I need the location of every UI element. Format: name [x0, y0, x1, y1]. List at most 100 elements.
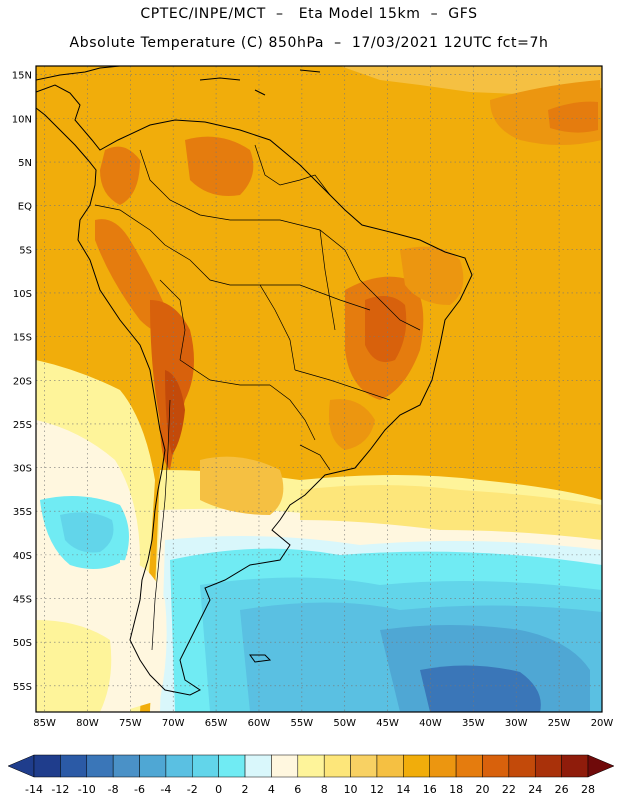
temp-zone-northeast-brazil: [400, 246, 464, 305]
latitude-label: 40S: [13, 551, 32, 562]
colorbar-tick-label: 8: [321, 783, 328, 796]
colorbar-tick-label: 2: [242, 783, 249, 796]
longitude-label: 30W: [505, 718, 528, 729]
colorbar-swatch: [376, 754, 404, 778]
country-border-paraguay: [269, 384, 316, 441]
temp-zone-colombia-hot: [100, 146, 140, 205]
temp-zone-southwest-cyan-2: [60, 512, 114, 553]
colorbar-swatch: [60, 754, 88, 778]
colorbar-tick-label: -2: [187, 783, 198, 796]
latitude-label: 35S: [13, 507, 32, 518]
longitude-label: 85W: [33, 718, 56, 729]
colorbar-swatch: [429, 754, 457, 778]
colorbar-swatch: [561, 754, 589, 778]
colorbar-tick-label: -4: [160, 783, 171, 796]
state-border-brazil-4: [319, 229, 336, 331]
map-title: CPTEC/INPE/MCT – Eta Model 15km – GFS: [140, 6, 478, 22]
south-america-coastline: [36, 84, 473, 696]
colorbar-swatch: [482, 754, 510, 778]
longitude-label: 50W: [333, 718, 356, 729]
colorbar-tick-label: -12: [51, 783, 69, 796]
colorbar-swatch: [192, 754, 219, 778]
latitude-label: 10N: [12, 114, 32, 125]
colorbar-tick-label: 28: [581, 783, 595, 796]
latitude-label: 15N: [12, 71, 32, 82]
latitude-label: 30S: [13, 464, 32, 475]
country-border-colombia-peru: [94, 204, 166, 246]
country-border-uruguay: [299, 444, 331, 471]
colorbar-tick-label: 22: [502, 783, 516, 796]
colorbar-tick-label: 0: [215, 783, 222, 796]
temp-zone-south-brazil: [329, 399, 375, 450]
colorbar-tick-label: 6: [294, 783, 301, 796]
colorbar-tick-label: -14: [25, 783, 43, 796]
temp-zone-venezuela-hot: [185, 136, 254, 196]
colorbar-tick-label: -6: [134, 783, 145, 796]
colorbar-tick-label: 26: [555, 783, 569, 796]
colorbar-swatch: [218, 754, 246, 778]
longitude-label: 70W: [162, 718, 185, 729]
latitude-axis-labels: 15N 10N 5N EQ 5S 10S 15S 20S 25S 30S 35S 40S 45S 50S 5…: [12, 71, 32, 693]
temp-zone-andes-extra: [165, 370, 185, 455]
map-subtitle: Absolute Temperature (C) 850hPa – 17/03/…: [69, 35, 549, 51]
country-border-colombia-venezuela: [139, 149, 231, 221]
caribbean-islands: [199, 69, 321, 96]
country-border-peru-bolivia: [159, 279, 186, 361]
map-frame: [35, 65, 603, 713]
country-border-brazil-west: [164, 244, 296, 371]
colorbar-swatch: [297, 754, 325, 778]
colorbar-tick-label: 4: [268, 783, 275, 796]
colorbar-tick-label: 12: [370, 783, 384, 796]
temp-zone-brazil-highlands-hot: [365, 296, 407, 363]
colorbar-tick-label: -8: [108, 783, 119, 796]
longitude-label: 40W: [419, 718, 442, 729]
longitude-label: 25W: [548, 718, 571, 729]
colorbar-swatch: [271, 754, 299, 778]
colorbar-tick-label: 18: [449, 783, 463, 796]
colorbar-swatch: [33, 754, 61, 778]
state-border-brazil-5: [359, 279, 421, 331]
state-border-brazil-2: [260, 284, 371, 311]
latitude-label: EQ: [18, 202, 32, 213]
longitude-label: 75W: [119, 718, 142, 729]
latitude-label: 5N: [18, 158, 32, 169]
colorbar-tick-label: 16: [423, 783, 437, 796]
latitude-label: 10S: [13, 289, 32, 300]
longitude-label: 80W: [76, 718, 99, 729]
country-border-bolivia-argentina: [179, 359, 270, 386]
colorbar-swatch: [403, 754, 430, 778]
colorbar-swatch: [139, 754, 167, 778]
colorbar-max-arrow: [587, 754, 615, 778]
colorbar-swatch: [534, 754, 562, 778]
colorbar-swatch: [86, 754, 114, 778]
longitude-label: 60W: [248, 718, 271, 729]
temp-zone-caribbean-yellow: [340, 66, 602, 95]
colorbar-swatch: [455, 754, 483, 778]
temp-zone-pampas: [200, 456, 284, 515]
central-america-coast: [36, 66, 121, 81]
colorbar-tick-label: 10: [344, 783, 358, 796]
temp-zone-atlantic-warm-tongue: [300, 485, 602, 540]
colorbar-tick-label: -10: [78, 783, 96, 796]
latitude-label: 25S: [13, 420, 32, 431]
colorbar-tick-label: 24: [528, 783, 542, 796]
latitude-label: 15S: [13, 333, 32, 344]
latitude-label: 45S: [13, 595, 32, 606]
state-border-brazil-3: [294, 369, 391, 401]
latitude-label: 50S: [13, 638, 32, 649]
latitude-label: 5S: [19, 245, 32, 256]
temp-zone-patagonia-pale: [36, 620, 112, 712]
colorbar-tick-label: 20: [475, 783, 489, 796]
temp-zone-atlantic-hot: [548, 101, 598, 133]
latitude-label: 20S: [13, 376, 32, 387]
longitude-label: 55W: [291, 718, 314, 729]
longitude-label: 45W: [376, 718, 399, 729]
longitude-axis-labels: 85W 80W 75W 70W 65W 60W 55W 50W 45W 40W 35W 30W 25W 2…: [33, 718, 613, 729]
colorbar-swatch: [112, 754, 140, 778]
longitude-label: 20W: [591, 718, 614, 729]
longitude-label: 65W: [205, 718, 228, 729]
country-border-argentina-chile: [151, 399, 171, 651]
latitude-label: 55S: [13, 682, 32, 693]
